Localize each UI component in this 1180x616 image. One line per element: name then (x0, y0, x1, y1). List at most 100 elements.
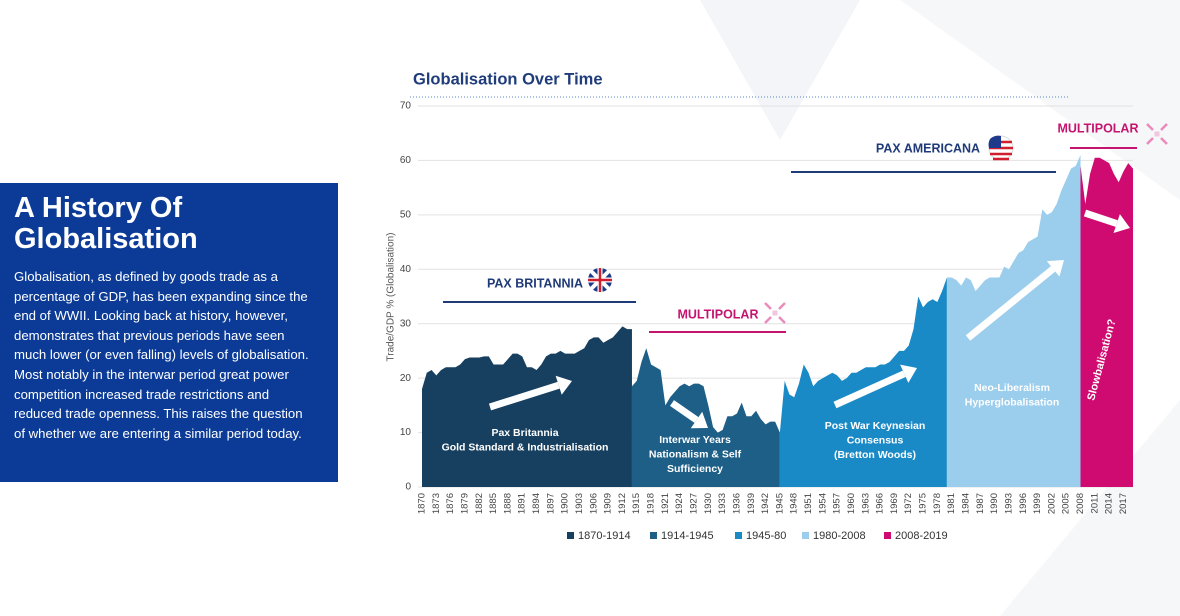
legend-swatch (735, 532, 742, 539)
x-tick-label: 1927 (689, 493, 700, 514)
legend-label: 1945-80 (746, 530, 786, 542)
x-tick-label: 1921 (660, 493, 671, 514)
x-tick-label: 1984 (961, 493, 972, 514)
background-shape (1000, 400, 1180, 616)
x-tick-label: 1894 (531, 493, 542, 514)
x-tick-label: 2002 (1046, 493, 1057, 514)
x-tick-label: 1873 (431, 493, 442, 514)
legend-swatch (802, 532, 809, 539)
x-tick-label: 1990 (989, 493, 1000, 514)
legend-label: 1870-1914 (578, 530, 631, 542)
panel-text: Globalisation, as defined by goods trade… (14, 269, 309, 441)
area (779, 277, 947, 487)
area (422, 326, 632, 487)
x-tick-label: 1897 (545, 493, 556, 514)
y-tick-label: 20 (400, 373, 412, 384)
x-tick-label: 1963 (860, 493, 871, 514)
trend-arrow (488, 381, 560, 411)
period-label: Neo-Liberalism (974, 382, 1050, 394)
uk-flag-cross (588, 268, 612, 292)
trend-arrow-head (1046, 260, 1064, 277)
x-tick-label: 1981 (946, 493, 957, 514)
legend-label: 2008-2019 (895, 530, 948, 542)
x-tick-label: 1939 (746, 493, 757, 514)
x-tick-label: 1996 (1018, 493, 1029, 514)
multipolar-icon (764, 302, 786, 324)
x-tick-label: 1915 (631, 493, 642, 514)
x-tick-label: 2017 (1118, 493, 1129, 514)
x-tick-label: 1888 (502, 493, 513, 514)
x-tick-label: 1879 (459, 493, 470, 514)
x-tick-label: 1903 (574, 493, 585, 514)
area (946, 154, 1081, 487)
legend-swatch (650, 532, 657, 539)
x-tick-label: 1870 (417, 493, 428, 514)
x-tick-label: 1975 (918, 493, 929, 514)
y-tick-label: 70 (400, 101, 412, 112)
x-tick-label: 1987 (975, 493, 986, 514)
area (1080, 157, 1133, 487)
period-label: Consensus (847, 434, 904, 446)
period-label: Gold Standard & Industrialisation (442, 441, 609, 453)
chart-title: Globalisation Over Time (413, 70, 603, 88)
x-tick-label: 1900 (560, 493, 571, 514)
background-shape (900, 0, 1180, 200)
icons (588, 123, 1168, 324)
x-tick-label: 1882 (474, 493, 485, 514)
x-tick-label: 1942 (760, 493, 771, 514)
x-tick-label: 2014 (1104, 493, 1115, 514)
legend-swatch (567, 532, 574, 539)
trend-arrow (670, 400, 699, 423)
legend-swatch (884, 532, 891, 539)
x-tick-label: 2011 (1089, 493, 1100, 513)
x-tick-label: 2008 (1075, 493, 1086, 514)
x-tick-label: 1933 (717, 493, 728, 514)
era-label: PAX AMERICANA (876, 141, 980, 155)
y-tick-label: 50 (400, 209, 412, 220)
x-tick-label: 1960 (846, 493, 857, 514)
x-tick-label: 1909 (603, 493, 614, 514)
multipolar-icon (1146, 123, 1168, 145)
period-label: Nationalism & Self (649, 448, 742, 460)
trend-arrow (1083, 209, 1118, 227)
x-tick-label: 1957 (832, 493, 843, 514)
x-tick-label: 2005 (1061, 493, 1072, 514)
trend-arrow-head (900, 364, 917, 383)
x-tick-label: 1951 (803, 493, 814, 514)
x-tick-label: 1906 (588, 493, 599, 514)
x-tick-label: 1936 (731, 493, 742, 514)
x-tick-label: 1885 (488, 493, 499, 514)
panel-title: A History Of Globalisation (14, 192, 198, 255)
x-tick-label: 1969 (889, 493, 900, 514)
x-tick-label: 1972 (903, 493, 914, 514)
legend-label: 1980-2008 (813, 530, 866, 542)
x-tick-label: 1999 (1032, 493, 1043, 514)
era-label: MULTIPOLAR (1057, 121, 1138, 135)
x-tick-label: 1918 (646, 493, 657, 514)
x-tick-label: 1966 (875, 493, 886, 514)
x-tick-label: 1924 (674, 493, 685, 514)
background-shape (700, 0, 860, 140)
x-tick-label: 1978 (932, 493, 943, 514)
x-tick-label: 1954 (817, 493, 828, 514)
x-tick-label: 1945 (774, 493, 785, 514)
us-flag-canton (988, 135, 1001, 148)
period-label: Post War Keynesian (825, 420, 926, 432)
y-tick-label: 30 (400, 318, 412, 329)
trend-arrow-head (1113, 214, 1130, 234)
x-tick-label: 1930 (703, 493, 714, 514)
info-panel: A History Of Globalisation Globalisation… (0, 183, 338, 482)
y-tick-label: 60 (400, 155, 412, 166)
period-label: Interwar Years (659, 434, 731, 446)
era-label: MULTIPOLAR (677, 307, 758, 321)
x-tick-label: 1912 (617, 493, 628, 514)
x-tick-label: 1891 (517, 493, 528, 514)
trend-arrow (965, 266, 1056, 341)
x-tick-label: 1993 (1003, 493, 1014, 514)
trend-arrow (833, 370, 906, 409)
x-tick-label: 1948 (789, 493, 800, 514)
period-label: (Bretton Woods) (834, 449, 916, 461)
period-label: Hyperglobalisation (965, 396, 1060, 408)
